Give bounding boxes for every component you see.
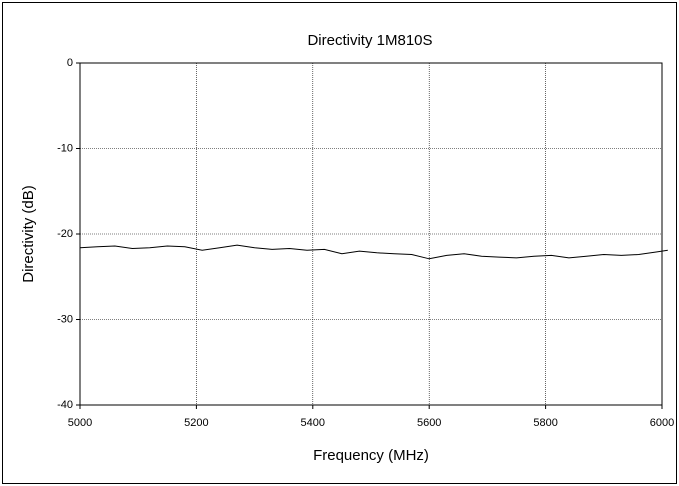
y-axis-label: Directivity (dB): [20, 185, 37, 283]
x-tick-label: 5000: [68, 417, 92, 429]
y-tick-label: -30: [57, 314, 73, 326]
y-axis-ticks: 0 -10 -20 -30 -40: [57, 57, 80, 411]
y-tick-label: -10: [57, 143, 73, 155]
x-tick-label: 5200: [184, 417, 208, 429]
directivity-series-line: [79, 244, 668, 260]
series-group: [79, 244, 668, 260]
y-tick-label: 0: [67, 57, 73, 69]
y-tick-label: -40: [57, 399, 73, 411]
y-tick-label: -20: [57, 228, 73, 240]
x-axis-ticks: 5000 5200 5400 5600 5800 6000: [68, 405, 674, 429]
grid-lines: [80, 63, 662, 405]
x-tick-label: 6000: [650, 417, 674, 429]
chart-title: Directivity 1M810S: [307, 32, 432, 49]
x-tick-label: 5400: [301, 417, 325, 429]
x-tick-label: 5600: [417, 417, 441, 429]
x-tick-label: 5800: [533, 417, 557, 429]
x-axis-label: Frequency (MHz): [313, 447, 429, 464]
